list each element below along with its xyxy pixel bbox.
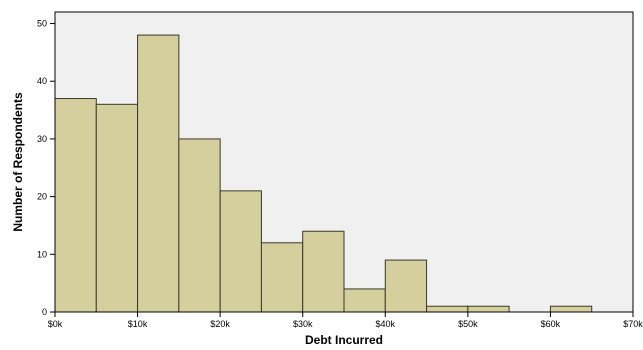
histogram-bar-7 (343, 288, 386, 313)
y-tick-label: 10 (37, 249, 47, 259)
histogram-bar-9 (426, 305, 469, 313)
x-tick-label: $60k (541, 319, 561, 329)
y-axis-title: Number of Respondents (11, 92, 25, 232)
y-tick-label: 50 (37, 19, 47, 29)
y-tick-label: 20 (37, 192, 47, 202)
histogram-bar-1 (95, 103, 139, 313)
y-axis: 0 10 20 30 40 50 (37, 12, 56, 317)
x-tick-label: $40k (376, 319, 396, 329)
y-tick-label: 40 (37, 76, 47, 86)
histogram-bar-12 (549, 305, 593, 313)
histogram-bar-8 (384, 259, 428, 313)
y-tick-label: 0 (42, 307, 47, 317)
histogram-bar-5 (260, 242, 304, 313)
x-axis-title: Debt Incurred (305, 333, 383, 347)
histogram-bar-6 (302, 230, 345, 313)
x-tick-label: $0k (48, 319, 63, 329)
x-tick-label: $70k (623, 319, 643, 329)
histogram-bar-2 (137, 34, 180, 313)
y-tick-label: 30 (37, 134, 47, 144)
x-tick-label: $20k (210, 319, 230, 329)
x-tick-label: $30k (293, 319, 313, 329)
x-tick-label: $10k (128, 319, 148, 329)
histogram-bar-0 (54, 98, 97, 313)
histogram-bar-10 (467, 305, 510, 313)
bars-group (54, 34, 593, 313)
histogram-bar-4 (219, 190, 262, 313)
histogram-bar-3 (178, 138, 221, 313)
x-tick-label: $50k (458, 319, 478, 329)
x-axis: $0k $10k $20k $30k $40k $50k $60k $70k (48, 311, 643, 329)
